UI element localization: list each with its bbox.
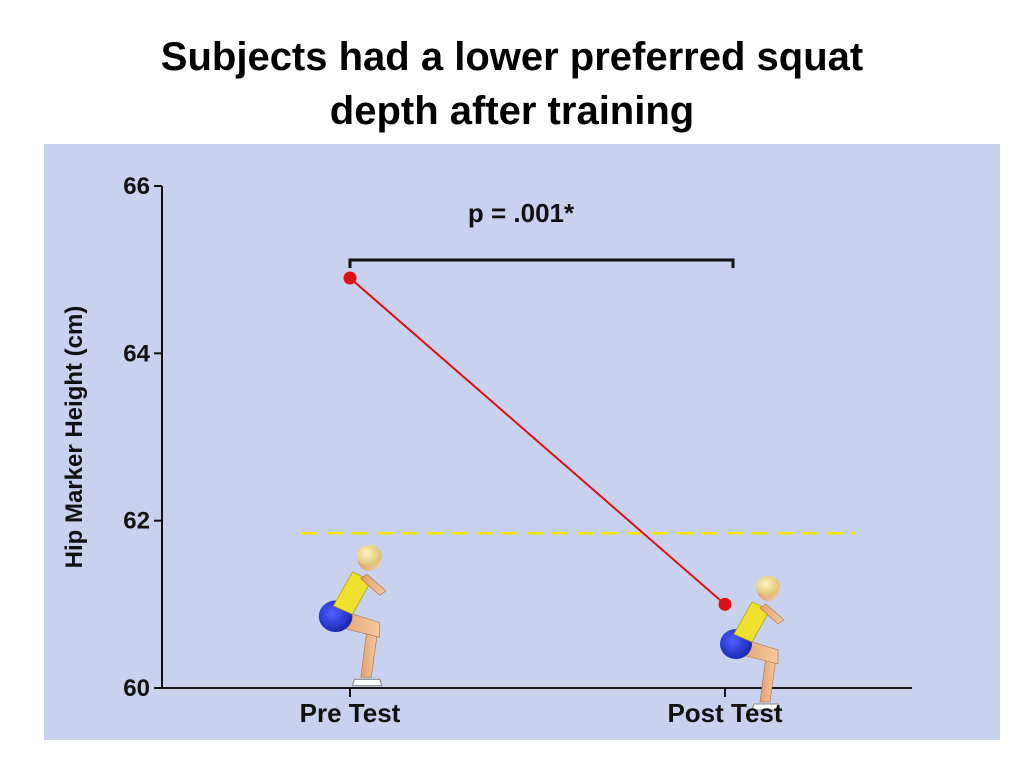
chart-svg: 60 62 64 66 Hip Marker Height (cm) p = .001…	[61, 173, 912, 728]
p-value-label: p = .001*	[468, 198, 575, 228]
y-tick-label: 60	[123, 675, 150, 702]
x-tick-label: Pre Test	[300, 698, 401, 728]
axes	[161, 186, 912, 697]
y-tick-label: 66	[123, 173, 150, 200]
y-ticks: 60 62 64 66	[123, 173, 162, 702]
y-tick-label: 62	[123, 508, 150, 535]
pre-test-squat-figure	[318, 544, 387, 687]
significance-bracket	[348, 258, 735, 268]
chart-panel: 60 62 64 66 Hip Marker Height (cm) p = .001…	[44, 144, 1000, 740]
title-line-1: Subjects had a lower preferred squat	[160, 35, 864, 79]
series-line	[349, 277, 726, 606]
data-point-pre-test	[343, 271, 357, 285]
data-point-post-test	[718, 597, 732, 611]
y-axis-title: Hip Marker Height (cm)	[61, 306, 88, 569]
title-line-2: depth after training	[329, 89, 695, 133]
bracket-line	[348, 258, 735, 268]
x-tick-label: Post Test	[667, 698, 782, 728]
data-points	[343, 271, 732, 611]
post-test-squat-figure	[719, 575, 785, 711]
slide-title: Subjects had a lower preferred squat dep…	[0, 30, 1024, 138]
y-tick-label: 64	[123, 340, 150, 367]
x-tick-labels: Pre Test Post Test	[300, 698, 783, 728]
